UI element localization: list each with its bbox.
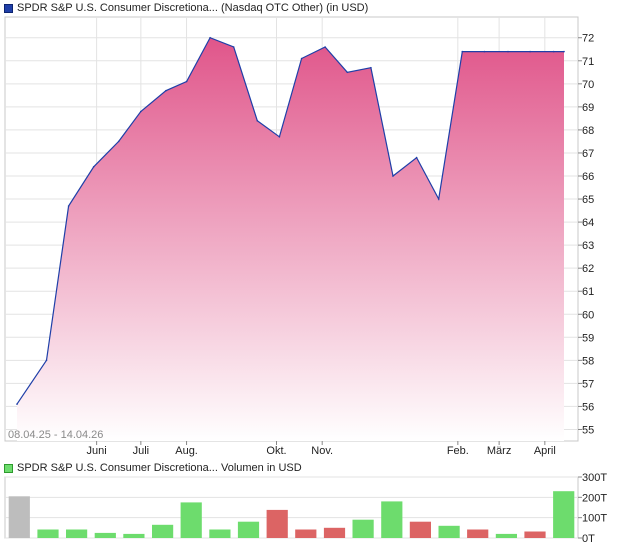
price-y-tick-label: 68 <box>582 125 594 137</box>
volume-bar <box>409 521 431 538</box>
price-x-tick-label: Nov. <box>311 445 333 457</box>
volume-bar <box>94 532 116 538</box>
volume-legend: SPDR S&P U.S. Consumer Discretiona... Vo… <box>4 461 302 475</box>
price-data-point <box>300 57 303 60</box>
volume-plot-frame <box>4 476 579 539</box>
volume-bar <box>381 501 403 538</box>
price-data-point <box>92 166 95 168</box>
volume-bar <box>553 491 575 538</box>
price-y-tick-label: 57 <box>582 378 594 390</box>
price-x-tick-label: Feb. <box>447 445 469 457</box>
volume-bar <box>295 529 317 538</box>
price-data-point <box>232 46 235 48</box>
price-data-point <box>256 119 259 122</box>
volume-bar <box>438 525 460 538</box>
price-y-tick-label: 72 <box>582 33 594 45</box>
price-legend-swatch <box>4 3 13 13</box>
volume-bar <box>323 527 346 538</box>
price-data-point <box>483 50 486 53</box>
volume-bar <box>266 509 288 538</box>
price-data-point <box>346 71 349 74</box>
volume-bar <box>152 524 174 538</box>
volume-plot-area: 300T 200T 100T 0T <box>4 472 607 545</box>
price-y-tick-label: 69 <box>582 102 594 114</box>
price-y-tick-label: 61 <box>582 286 594 298</box>
price-y-tick-label: 63 <box>582 240 594 252</box>
price-data-point <box>278 136 281 138</box>
price-data-point <box>415 156 418 159</box>
price-y-tick-label: 66 <box>582 171 594 183</box>
price-data-point <box>140 110 142 113</box>
price-y-tick-label: 58 <box>582 355 594 367</box>
price-plot-area: 55 56 57 58 59 60 61 62 63 64 65 66 67 68 69 70 71 72 Juni… <box>4 16 594 457</box>
price-data-point <box>563 50 565 53</box>
price-y-tick-label: 65 <box>582 194 594 206</box>
price-data-point <box>507 50 509 53</box>
price-data-point <box>117 140 120 143</box>
volume-bar <box>352 519 374 538</box>
price-y-tick-label: 71 <box>582 56 594 68</box>
price-data-point <box>165 89 167 92</box>
price-y-tick-label: 70 <box>582 79 594 91</box>
volume-bar <box>524 531 546 538</box>
price-chart-title: SPDR S&P U.S. Consumer Discretiona... (N… <box>17 2 369 14</box>
price-area-fill <box>17 37 564 441</box>
volume-bar <box>123 533 145 538</box>
price-y-tick-label: 62 <box>582 263 594 275</box>
volume-y-tick-label: 300T <box>582 472 607 484</box>
price-data-point <box>437 198 440 200</box>
volume-bar <box>8 496 30 538</box>
price-data-point <box>370 66 372 69</box>
price-data-point <box>67 205 70 207</box>
price-data-point <box>461 50 464 53</box>
price-x-tick-label: Okt. <box>266 445 286 457</box>
price-y-tick-label: 59 <box>582 332 594 344</box>
price-data-point <box>529 50 531 53</box>
price-x-tick-label: März <box>487 445 511 457</box>
price-y-tick-label: 56 <box>582 401 594 413</box>
volume-bar <box>209 529 231 538</box>
volume-bar <box>237 521 260 538</box>
price-data-point <box>45 359 48 362</box>
price-x-tick-label: Juli <box>133 445 150 457</box>
volume-chart-title: SPDR S&P U.S. Consumer Discretiona... Vo… <box>17 462 302 474</box>
volume-bar <box>467 529 489 538</box>
price-y-tick-label: 67 <box>582 148 594 160</box>
price-y-tick-label: 55 <box>582 424 594 436</box>
price-data-point <box>392 175 394 177</box>
price-x-tick-label: Juni <box>87 445 107 457</box>
price-data-point <box>185 80 188 83</box>
price-y-tick-label: 64 <box>582 217 594 229</box>
volume-bar <box>495 533 517 538</box>
price-data-point <box>552 50 555 53</box>
volume-y-tick-label: 0T <box>582 533 595 545</box>
volume-y-tick-label: 200T <box>582 492 607 504</box>
price-data-point <box>209 36 211 39</box>
price-legend: SPDR S&P U.S. Consumer Discretiona... (N… <box>4 1 368 15</box>
price-x-tick-label: April <box>534 445 556 457</box>
price-y-tick-label: 60 <box>582 309 594 321</box>
price-x-tick-label: Aug. <box>175 445 198 457</box>
volume-bar <box>37 529 59 538</box>
volume-bar <box>66 529 88 538</box>
price-data-point <box>16 403 18 405</box>
price-data-point <box>324 46 326 48</box>
volume-y-tick-label: 100T <box>582 513 607 525</box>
volume-bar <box>180 502 202 538</box>
date-range-label: 08.04.25 - 14.04.26 <box>8 429 103 441</box>
volume-legend-swatch <box>4 463 13 473</box>
